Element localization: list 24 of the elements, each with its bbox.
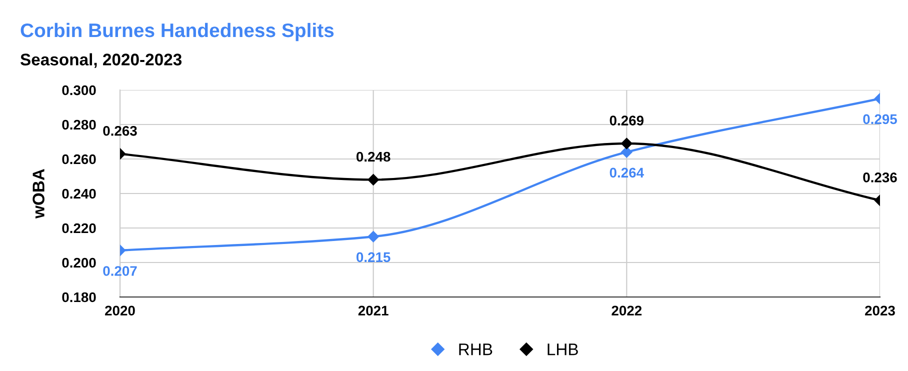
y-tick-label: 0.240 — [62, 188, 96, 199]
x-tick-label: 2022 — [612, 306, 642, 316]
y-tick-label: 0.300 — [62, 85, 96, 96]
y-tick-label: 0.180 — [62, 292, 96, 302]
data-label: 0.264 — [610, 168, 644, 178]
data-label: 0.248 — [356, 152, 390, 162]
x-tick-label: 2021 — [358, 306, 388, 316]
chart-subtitle: Seasonal, 2020-2023 — [20, 53, 182, 68]
y-tick-label: 0.260 — [62, 154, 96, 164]
chart-title: Corbin Burnes Handedness Splits — [20, 22, 334, 42]
y-tick-label: 0.280 — [62, 120, 96, 130]
data-label: 0.295 — [863, 114, 897, 124]
legend-label: RHB — [459, 344, 492, 356]
data-label: 0.263 — [103, 126, 137, 136]
data-label: 0.269 — [610, 116, 644, 126]
data-label: 0.236 — [863, 172, 897, 182]
data-label: 0.215 — [356, 252, 390, 262]
x-tick-label: 2020 — [105, 306, 135, 316]
data-label: 0.207 — [103, 266, 137, 276]
y-tick-label: 0.220 — [62, 223, 96, 234]
legend-label: LHB — [548, 344, 578, 356]
y-tick-label: 0.200 — [62, 258, 96, 268]
y-axis-title: wOBA — [32, 168, 44, 219]
x-tick-label: 2023 — [865, 306, 895, 316]
